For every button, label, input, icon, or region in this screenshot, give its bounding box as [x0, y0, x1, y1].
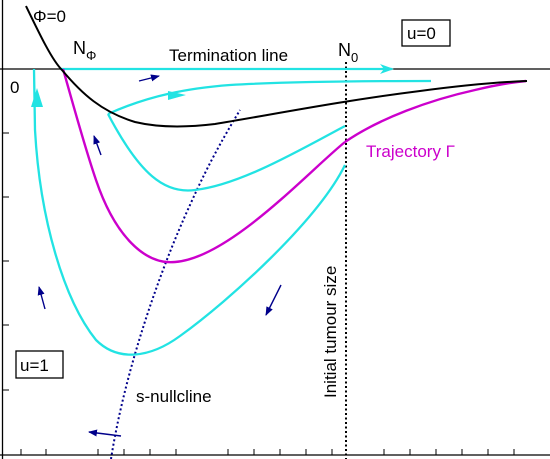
trajectory-gamma-label: Trajectory Γ	[366, 142, 455, 161]
bottom-ticks	[20, 449, 515, 455]
n0-label: N0	[338, 40, 358, 65]
navy-arrows	[37, 74, 282, 437]
trajectory-cyan-outer	[32, 68, 347, 356]
arrow-up-left-1	[93, 135, 102, 156]
trajectory-magenta-middle	[61, 68, 346, 264]
phi-zero-label: Φ=0	[33, 7, 66, 26]
initial-tumour-size-label: Initial tumour size	[321, 266, 340, 398]
left-ticks	[2, 132, 9, 391]
n-phi-label: NΦ	[73, 38, 96, 63]
phi-zero-curve	[25, 5, 528, 128]
arrow-down-left	[265, 284, 282, 316]
svg-text:u=0: u=0	[407, 24, 436, 43]
u-one-box: u=1	[15, 350, 64, 379]
s-nullcline-label: s-nullcline	[136, 387, 212, 406]
arrow-left-bottom	[88, 429, 122, 437]
termination-line-label: Termination line	[169, 46, 288, 65]
arrow-right-top	[138, 74, 160, 82]
s-nullcline-curve	[110, 109, 241, 459]
trajectory-cyan-top	[107, 79, 432, 116]
arrow-up-left-2	[37, 286, 46, 310]
trajectory-cyan-inner	[106, 113, 346, 192]
svg-text:u=1: u=1	[20, 356, 49, 375]
trajectory-magenta-gamma	[344, 79, 527, 143]
origin-zero-label: 0	[10, 78, 19, 97]
u-zero-box: u=0	[401, 19, 451, 47]
cyan-arrowheads	[31, 88, 186, 107]
